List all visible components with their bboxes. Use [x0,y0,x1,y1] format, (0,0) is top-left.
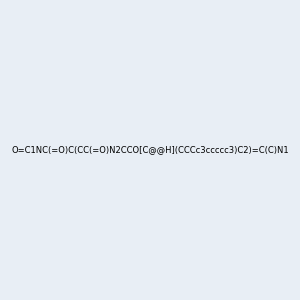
Text: O=C1NC(=O)C(CC(=O)N2CCO[C@@H](CCCc3ccccc3)C2)=C(C)N1: O=C1NC(=O)C(CC(=O)N2CCO[C@@H](CCCc3ccccc… [11,146,289,154]
